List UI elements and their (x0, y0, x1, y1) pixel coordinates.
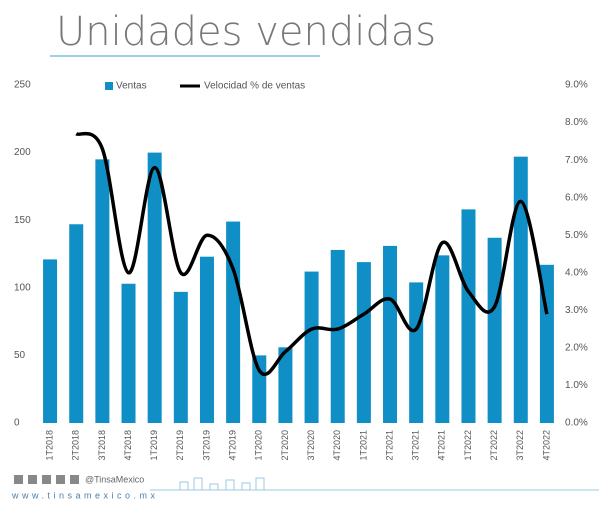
y2-tick-label: 7.0% (565, 155, 588, 166)
footer-url: www.tinsamexico.mx (11, 490, 159, 500)
y2-tick-label: 5.0% (565, 230, 588, 241)
x-tick-label: 1T2021 (358, 430, 368, 461)
legend-label: Ventas (116, 81, 147, 92)
y-tick-label: 250 (14, 80, 31, 91)
y-tick-label: 200 (14, 147, 31, 158)
y2-tick-label: 6.0% (565, 192, 588, 203)
x-tick-label: 3T2021 (411, 430, 421, 461)
x-tick-label: 1T2020 (254, 430, 264, 461)
y2-tick-label: 3.0% (565, 305, 588, 316)
bar (487, 237, 502, 423)
x-tick-label: 4T2020 (332, 430, 342, 461)
x-tick-label: 4T2019 (228, 430, 238, 461)
bar (513, 156, 528, 423)
x-tick-label: 2T2020 (280, 430, 290, 461)
x-tick-label: 3T2022 (515, 430, 525, 461)
bar (278, 347, 293, 423)
bar (121, 283, 136, 423)
bar (226, 221, 241, 423)
bar (356, 262, 371, 423)
bar (95, 159, 110, 424)
y-tick-label: 0 (14, 418, 20, 429)
x-tick-label: 4T2022 (541, 430, 551, 461)
bar (461, 209, 476, 423)
x-tick-label: 2T2018 (71, 430, 81, 461)
y2-tick-label: 0.0% (565, 418, 588, 429)
x-tick-label: 1T2022 (463, 430, 473, 461)
x-tick-label: 3T2019 (201, 430, 211, 461)
x-tick-label: 1T2018 (44, 430, 54, 461)
y2-tick-label: 9.0% (565, 80, 588, 91)
line (75, 131, 549, 377)
x-tick-label: 3T2020 (306, 430, 316, 461)
y2-tick-label: 8.0% (565, 117, 588, 128)
chart-title: Unidades vendidas (56, 9, 436, 55)
bar (304, 271, 319, 423)
bar (43, 259, 58, 423)
x-tick-label: 2T2021 (384, 430, 394, 461)
y2-tick-label: 1.0% (565, 380, 588, 391)
bar (173, 291, 188, 423)
bar (199, 256, 214, 423)
bar (147, 152, 162, 423)
legend-label: Velocidad % de ventas (204, 81, 305, 92)
legend-swatch (105, 82, 113, 90)
y-tick-label: 100 (14, 282, 31, 293)
y-tick-label: 50 (14, 350, 26, 361)
bar (69, 224, 84, 423)
x-tick-label: 4T2021 (437, 430, 447, 461)
social-icons (14, 475, 79, 484)
bar (409, 282, 424, 423)
x-tick-label: 2T2022 (489, 430, 499, 461)
bar (435, 255, 450, 423)
footer-handle: @TinsaMexico (85, 474, 144, 484)
y2-tick-label: 2.0% (565, 343, 588, 354)
y-tick-label: 150 (14, 215, 31, 226)
skyline (150, 477, 599, 491)
bar (330, 249, 345, 423)
bar (383, 245, 398, 423)
x-tick-label: 1T2019 (149, 430, 159, 461)
x-tick-label: 4T2018 (123, 430, 133, 461)
x-tick-label: 2T2019 (175, 430, 185, 461)
x-tick-label: 3T2018 (97, 430, 107, 461)
bar (252, 355, 267, 423)
y2-tick-label: 4.0% (565, 267, 588, 278)
